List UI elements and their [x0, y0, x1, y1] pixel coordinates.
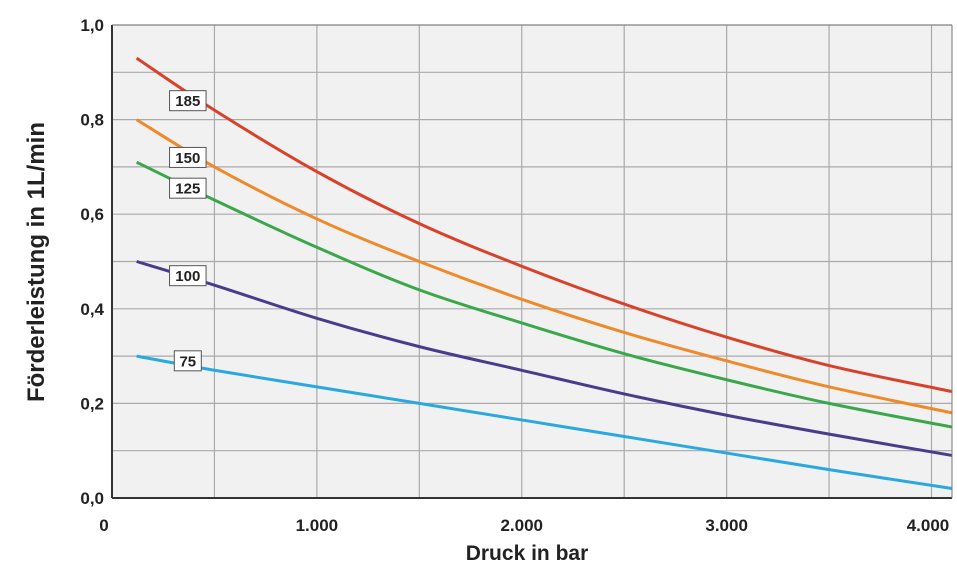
y-axis-title: Förderleistung in 1L/min — [23, 122, 50, 402]
grid — [112, 24, 952, 498]
series-line-150 — [135, 118, 953, 415]
series-label-text: 100 — [175, 268, 200, 285]
series-label-box — [169, 177, 207, 199]
series-label-text: 185 — [175, 93, 200, 110]
x-tick-label: 3.000 — [705, 516, 748, 535]
y-tick-label: 0,4 — [80, 300, 104, 319]
x-tick-label: 1.000 — [296, 516, 339, 535]
series-label-125: 125 — [169, 177, 207, 199]
series-line-125 — [135, 160, 953, 429]
series-label-box — [169, 265, 207, 287]
y-tick-label: 1,0 — [80, 16, 104, 35]
y-tick-label: 0,2 — [80, 394, 104, 413]
series-label-150: 150 — [169, 146, 207, 168]
series-label-box — [173, 350, 202, 372]
series-label-box — [169, 146, 207, 168]
x-tick-label: 4.000 — [907, 516, 950, 535]
y-tick-label: 0,0 — [80, 489, 104, 508]
series-label-box — [169, 90, 207, 112]
series-label-text: 125 — [175, 181, 200, 198]
series-line-100 — [136, 260, 953, 457]
series-label-text: 150 — [175, 150, 200, 167]
series-lines — [135, 56, 953, 491]
series-label-75: 75 — [173, 350, 202, 372]
x-tick-labels: 0 1.000 2.000 3.000 4.000 — [99, 516, 949, 535]
x-tick-label: 2.000 — [500, 516, 543, 535]
y-tick-label: 0,6 — [80, 205, 104, 224]
series-labels: 185 150 125 100 75 — [169, 90, 207, 372]
x-tick-label: 0 — [99, 516, 108, 535]
x-axis-title: Druck in bar — [466, 542, 589, 565]
series-line-185 — [135, 56, 953, 394]
y-tick-label: 0,8 — [80, 111, 104, 130]
series-label-185: 185 — [169, 90, 207, 112]
y-tick-labels: 0,0 0,2 0,4 0,6 0,8 1,0 — [80, 16, 104, 508]
series-line-75 — [136, 354, 953, 491]
series-label-text: 75 — [179, 353, 196, 370]
axes — [111, 24, 953, 499]
series-label-100: 100 — [169, 265, 207, 287]
